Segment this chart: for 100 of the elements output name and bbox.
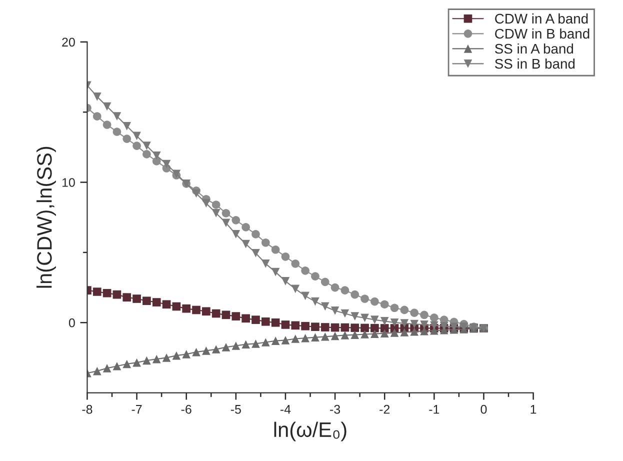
point	[122, 122, 132, 130]
point	[222, 343, 230, 352]
point	[152, 151, 161, 160]
point	[320, 332, 330, 341]
point	[261, 338, 270, 346]
point	[350, 324, 360, 332]
point	[370, 297, 379, 306]
point	[420, 310, 428, 320]
legend-label: SS in B band	[495, 58, 575, 69]
point	[380, 317, 389, 326]
point	[182, 350, 191, 358]
point	[252, 248, 260, 258]
point	[172, 351, 181, 360]
point	[142, 150, 151, 158]
point	[301, 266, 310, 275]
x-tick-label: -1	[429, 405, 440, 414]
point	[271, 336, 280, 346]
point	[152, 298, 161, 306]
point	[242, 223, 250, 232]
point	[102, 102, 112, 111]
point	[301, 292, 310, 300]
point	[112, 290, 122, 299]
point	[350, 330, 360, 339]
x-axis-title: ln(ω/E₀)	[274, 422, 346, 442]
point	[261, 317, 270, 326]
point	[400, 328, 409, 336]
point	[440, 322, 448, 330]
point	[281, 277, 290, 286]
x-tick-label: -4	[280, 405, 291, 414]
point	[271, 245, 280, 254]
point	[360, 294, 369, 303]
point	[142, 142, 151, 150]
x-tick-label: -3	[330, 404, 340, 414]
point	[152, 157, 161, 166]
point	[102, 364, 112, 372]
point	[291, 321, 300, 330]
point	[92, 288, 102, 296]
point	[340, 331, 350, 340]
point	[400, 319, 409, 328]
legend-label: CDW in A band	[495, 13, 588, 24]
point	[252, 316, 260, 324]
y-tick-label: 10	[62, 178, 75, 187]
point	[182, 304, 191, 313]
point	[330, 283, 340, 292]
point	[330, 306, 340, 315]
x-tick-label: -5	[230, 405, 241, 414]
point	[340, 286, 350, 294]
point	[242, 314, 250, 323]
point	[320, 323, 330, 332]
point	[252, 339, 260, 348]
point	[281, 252, 290, 261]
point	[132, 142, 141, 150]
point	[132, 294, 141, 303]
point	[430, 314, 438, 322]
point	[242, 240, 250, 248]
point	[370, 330, 379, 338]
point	[162, 300, 171, 309]
point	[212, 208, 220, 218]
point	[102, 120, 112, 129]
point	[350, 290, 360, 299]
point	[142, 296, 151, 306]
point	[340, 323, 350, 332]
point	[410, 327, 419, 336]
point	[320, 302, 330, 311]
point	[222, 218, 230, 228]
point	[92, 92, 102, 101]
point	[212, 309, 220, 318]
y-tick-label: 20	[62, 38, 75, 47]
x-tick-label: -6	[181, 404, 192, 414]
point	[311, 322, 320, 331]
y-tick-label: 0	[68, 318, 75, 328]
point	[271, 318, 280, 327]
point	[202, 346, 210, 355]
point	[142, 356, 151, 365]
point	[390, 304, 399, 312]
point	[350, 312, 360, 320]
point	[301, 334, 310, 342]
point	[410, 308, 419, 317]
y-axis-title: ln(CDW),ln(SS)	[36, 146, 56, 288]
point	[202, 307, 210, 316]
point	[301, 322, 310, 330]
point	[261, 260, 270, 268]
x-tick-label: -8	[82, 404, 92, 414]
point	[370, 324, 379, 332]
point	[192, 306, 200, 314]
point	[281, 320, 290, 329]
point	[420, 320, 428, 329]
point	[232, 216, 240, 224]
point	[380, 300, 389, 309]
x-tick-label: 1	[530, 405, 536, 414]
point	[380, 329, 389, 338]
x-tick-label: 0	[480, 404, 487, 414]
point	[212, 200, 220, 209]
point	[430, 321, 438, 330]
point	[152, 354, 161, 364]
point	[330, 323, 340, 332]
point	[370, 316, 379, 324]
point	[222, 310, 230, 320]
point	[112, 362, 122, 370]
x-tick-label: -2	[380, 404, 390, 414]
